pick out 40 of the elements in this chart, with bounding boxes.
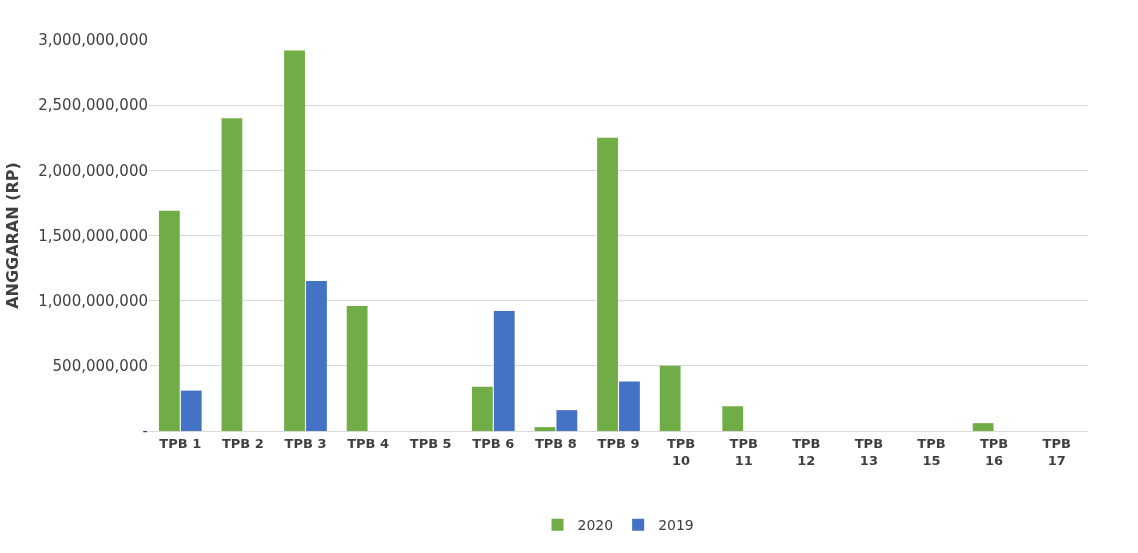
bar [972,423,994,431]
x-tick-label: TPB 2 [221,435,264,451]
x-tick-label: TPB 5 [409,435,452,451]
bar [471,386,493,431]
bar [180,390,202,431]
y-tick-label: 1,000,000,000 [38,291,148,310]
x-tick-label: TPB 6 [472,435,515,451]
bar [221,118,243,431]
x-tick-label: TPB 16 [979,435,1009,468]
y-tick-label: 2,500,000,000 [38,96,148,115]
bar [346,305,368,431]
x-tick-label: TPB 1 [159,435,202,451]
y-axis-title: ANGGARAN (RP) [3,162,23,309]
bar [619,381,640,431]
x-tick-label: TPB 17 [1042,435,1071,468]
y-tick-label: 3,000,000,000 [38,31,148,50]
bar [722,406,744,431]
x-tick-label: TPB 11 [729,435,758,468]
bar [306,281,327,431]
bar [659,365,681,431]
x-tick-label: TPB 15 [917,435,946,468]
y-tick-label: - [142,422,148,441]
x-tick-label: TPB 12 [792,435,821,468]
legend-label: 2019 [658,517,694,534]
x-tick-label: TPB 3 [284,435,327,451]
bar [493,311,515,431]
y-tick-label: 1,500,000,000 [38,226,148,245]
x-tick-label: TPB 13 [854,435,884,468]
x-tick-label: TPB 10 [666,435,696,468]
bar [284,50,305,431]
bar [534,427,556,431]
bar [158,210,180,431]
bar [556,410,578,431]
x-tick-label: TPB 9 [597,435,640,451]
x-tick-label: TPB 4 [347,435,390,451]
x-tick-label: TPB 8 [534,435,577,451]
legend-label: 2020 [577,517,614,534]
bar [597,137,618,431]
y-tick-label: 2,000,000,000 [38,161,148,180]
y-tick-label: 500,000,000 [52,357,148,376]
